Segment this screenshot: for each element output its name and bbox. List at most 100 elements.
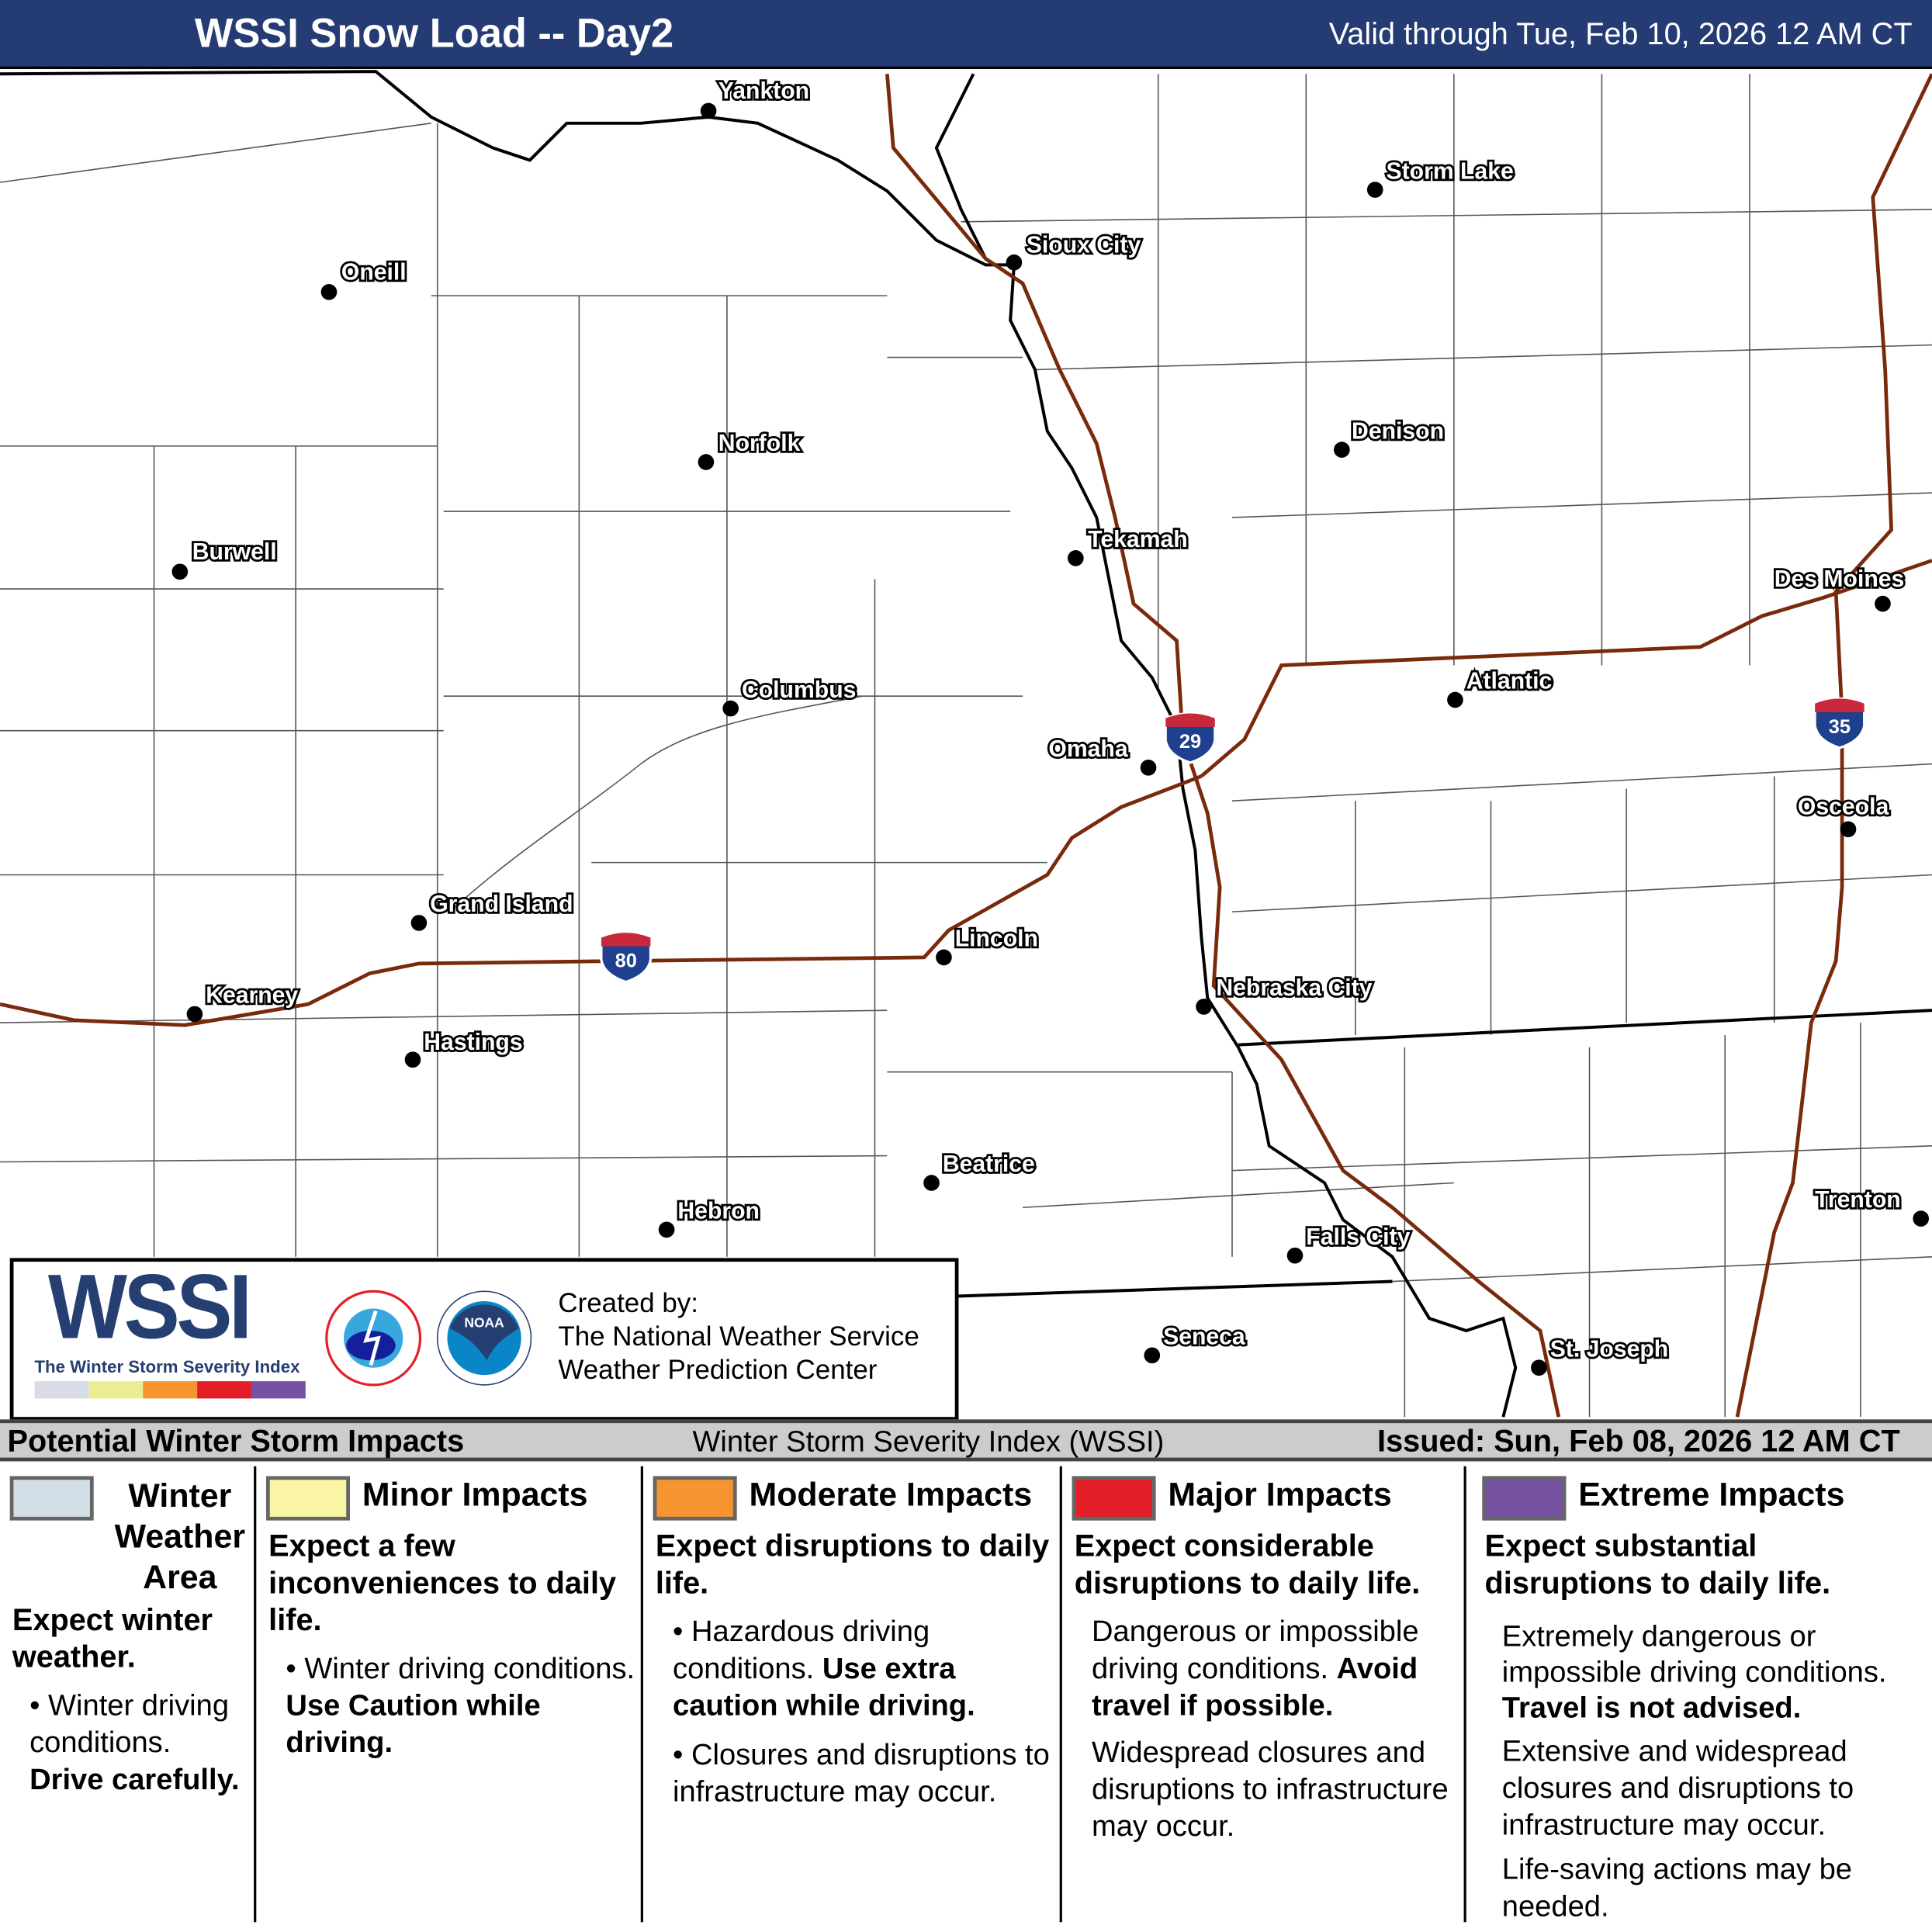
swatch-minor	[266, 1476, 350, 1521]
city-label: Tekamah	[1088, 527, 1188, 552]
city-markers: Yankton Storm Lake Sioux City Oneill Norfolk…	[171, 76, 1930, 1376]
legend-major: Major Impacts Expect considerable disrup…	[1072, 1466, 1462, 1923]
city-columbus: Columbus	[722, 675, 858, 717]
interstate-shields: 80 29 35	[600, 697, 1866, 984]
city-dot	[1140, 760, 1157, 776]
city-dot	[722, 700, 739, 717]
city-dot	[1447, 691, 1463, 708]
legend-bullet: Widespread closures and disruptions to i…	[1091, 1736, 1449, 1844]
city-label: Burwell	[192, 539, 277, 565]
city-dot	[923, 1175, 940, 1191]
city-dot	[698, 454, 715, 470]
interstate-29-shield-icon: 29	[1164, 712, 1217, 764]
swatch-major	[1072, 1476, 1156, 1521]
city-dot	[1196, 999, 1212, 1015]
city-label: Oneill	[341, 259, 407, 285]
nws-logo-icon	[325, 1290, 422, 1387]
legend-divider	[1059, 1466, 1062, 1923]
city-trenton: Trenton	[1813, 1185, 1930, 1227]
wssi-subtitle: The Winter Storm Severity Index	[34, 1356, 300, 1376]
legend-label: Winter Weather Area	[114, 1477, 246, 1596]
legend-header-band: Potential Winter Storm Impacts Winter St…	[0, 1419, 1932, 1462]
city-label: Kearney	[206, 983, 298, 1009]
city-storm-lake: Storm Lake	[1366, 156, 1516, 198]
city-dot	[404, 1051, 421, 1068]
interstate-80-shield-icon: 80	[600, 931, 653, 984]
city-dot	[1366, 182, 1383, 198]
shield-number: 35	[1829, 716, 1851, 738]
legend-minor: Minor Impacts Expect a few inconvenience…	[266, 1466, 635, 1923]
city-falls-city: Falls City	[1286, 1222, 1412, 1264]
city-label: Hastings	[424, 1030, 522, 1055]
index-name: Winter Storm Severity Index (WSSI)	[692, 1425, 1165, 1459]
legend-bullet: Life-saving actions may be needed.	[1501, 1853, 1853, 1923]
noaa-logo-icon: NOAA	[436, 1290, 532, 1386]
city-burwell: Burwell	[171, 537, 279, 580]
city-tekamah: Tekamah	[1068, 525, 1190, 566]
org-wpc: Weather Prediction Center	[558, 1354, 878, 1385]
city-dot	[1144, 1347, 1161, 1364]
legend-title: Potential Winter Storm Impacts	[7, 1424, 465, 1459]
shield-number: 29	[1179, 731, 1201, 753]
city-label: Osceola	[1798, 795, 1889, 820]
legend-bullet-bold: Travel is not advised.	[1501, 1691, 1802, 1726]
org-nws: The National Weather Service	[558, 1321, 919, 1352]
legend-label: Major Impacts	[1168, 1476, 1392, 1514]
city-label: Beatrice	[943, 1151, 1035, 1177]
interstate-35-shield-icon: 35	[1813, 697, 1866, 750]
header-bar: WSSI Snow Load -- Day2 Valid through Tue…	[0, 0, 1932, 69]
legend-bullet-bold: Use extra caution while driving.	[673, 1652, 975, 1723]
legend-summary: Expect a few inconveniences to daily lif…	[268, 1529, 617, 1638]
city-label: Omaha	[1048, 736, 1127, 762]
city-dot	[936, 949, 952, 966]
map-title: WSSI Snow Load -- Day2	[194, 9, 674, 56]
city-dot	[1068, 550, 1084, 566]
city-dot	[186, 1006, 203, 1023]
valid-time: Valid through Tue, Feb 10, 2026 12 AM CT	[1328, 17, 1913, 52]
city-yankton: Yankton	[700, 76, 812, 119]
noaa-text: NOAA	[464, 1314, 504, 1330]
city-st-joseph: St. Joseph	[1531, 1335, 1671, 1376]
wssi-logo: WSSI	[47, 1255, 252, 1358]
wssi-color-bar	[34, 1381, 306, 1399]
city-des-moines: Des Moines	[1772, 564, 1906, 612]
legend-divider	[254, 1466, 257, 1923]
city-dot	[320, 284, 338, 300]
city-dot	[1531, 1359, 1547, 1376]
city-dot	[1840, 821, 1857, 838]
map: Yankton Storm Lake Sioux City Oneill Norfolk…	[0, 70, 1932, 1418]
legend-summary: Expect winter weather.	[12, 1603, 213, 1675]
city-dot	[171, 563, 189, 580]
city-nebraska-city: Nebraska City	[1196, 973, 1375, 1015]
legend-bullet-bold: Drive carefully.	[29, 1763, 240, 1797]
legend-bullet-bold: Use Caution while driving.	[286, 1689, 541, 1760]
city-denison: Denison	[1334, 417, 1446, 458]
county-lines	[0, 74, 1932, 1418]
legend-divider	[640, 1466, 643, 1923]
legend-bullet: Extensive and widespread closures and di…	[1501, 1734, 1854, 1843]
city-seneca: Seneca	[1144, 1322, 1248, 1364]
city-beatrice: Beatrice	[923, 1149, 1037, 1191]
shield-number: 80	[615, 950, 637, 972]
city-label: Norfolk	[718, 431, 801, 456]
city-dot	[658, 1221, 675, 1238]
city-label: Storm Lake	[1387, 158, 1514, 184]
city-omaha: Omaha	[1047, 734, 1157, 776]
city-hebron: Hebron	[658, 1196, 762, 1238]
legend-bullet: Winter driving conditions.	[29, 1689, 230, 1760]
city-label: St. Joseph	[1550, 1336, 1669, 1362]
city-label: Atlantic	[1466, 669, 1553, 694]
city-label: Grand Island	[430, 892, 573, 917]
city-label: Nebraska City	[1216, 975, 1372, 1001]
city-label: Trenton	[1815, 1187, 1901, 1213]
city-label: Lincoln	[955, 926, 1038, 952]
city-label: Hebron	[677, 1199, 760, 1224]
legend-bullet: Closures and disruptions to infrastructu…	[673, 1738, 1050, 1809]
city-label: Yankton	[718, 78, 809, 104]
city-grand-island: Grand Island	[410, 889, 575, 931]
city-label: Falls City	[1306, 1224, 1410, 1250]
city-label: Denison	[1352, 418, 1444, 444]
swatch-winter	[9, 1476, 94, 1521]
city-dot	[410, 915, 428, 931]
agency-logos: NOAA	[325, 1290, 532, 1387]
